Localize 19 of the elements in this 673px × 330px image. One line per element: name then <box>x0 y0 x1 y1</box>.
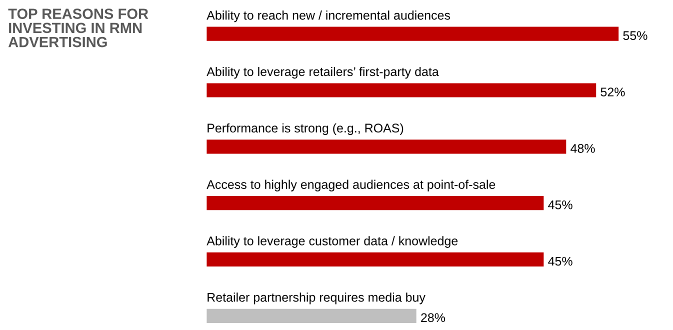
bar <box>206 196 544 210</box>
bar <box>206 252 544 267</box>
text: TOP REASONS FOR INVESTING IN RMN ADVERTISING <box>8 8 148 48</box>
y-tick-label: Ability to leverage retailers’ first-party data <box>206 66 439 79</box>
data-label: 55% <box>623 31 648 40</box>
bar <box>206 26 619 41</box>
y-tick-label: Access to highly engaged audiences at point-of-sale <box>206 180 496 192</box>
data-label: 52% <box>600 88 625 96</box>
y-tick-label: Retailer partnership requires media buy <box>208 292 426 304</box>
y-tick-label: Ability to leverage customer data / knowledge <box>206 236 458 248</box>
data-label: 28% <box>421 313 446 322</box>
data-label: 45% <box>548 256 572 266</box>
y-tick-label: Ability to reach new / incremental audiences <box>206 10 450 22</box>
data-label: 48% <box>570 144 595 153</box>
y-tick-label: Performance is strong (e.g., ROAS) <box>208 123 404 136</box>
bar <box>206 83 596 98</box>
bar <box>206 140 566 154</box>
bar <box>206 308 416 323</box>
data-label: 45% <box>548 200 572 210</box>
